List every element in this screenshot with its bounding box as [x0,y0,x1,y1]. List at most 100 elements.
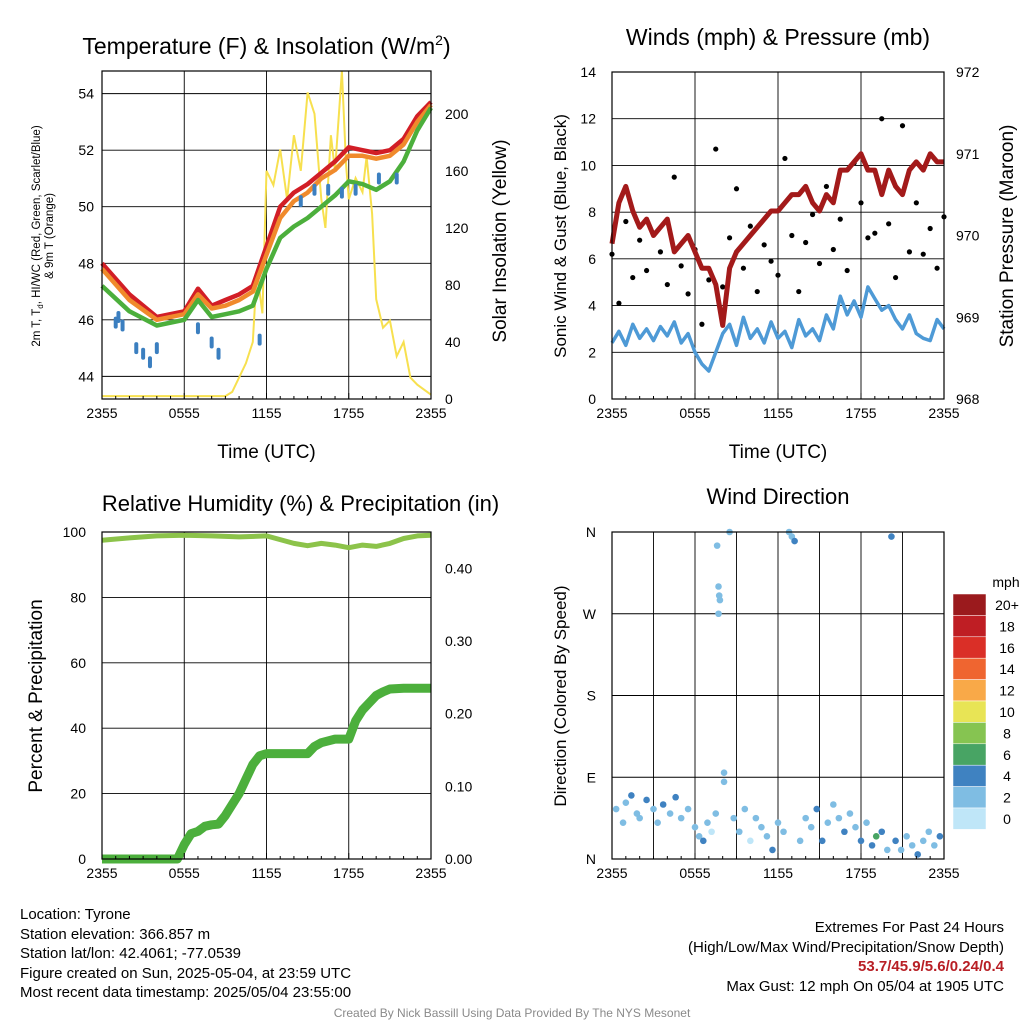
direction-point [715,583,722,590]
pressure-y-tick-label: 972 [956,64,980,80]
precip-y-tick-label: 0.40 [445,560,472,576]
gust-point [920,251,926,257]
precip-y-tick-label: 0.00 [445,851,472,867]
x-tick-label: 0555 [169,405,200,421]
colorbar-swatch [952,764,987,787]
x-tick-label: 1755 [333,405,364,421]
wind-y-tick-label: 10 [580,157,596,173]
direction-point [897,846,905,854]
rh-y-tick-label: 20 [70,786,86,802]
extremes-values: 53.7/45.9/5.6/0.24/0.4 [858,958,1004,975]
pressure-line [609,151,944,328]
precip-y-tick-label: 0.10 [445,778,472,794]
temp-y-tick-label: 50 [78,199,94,215]
wind-y-tick-label: 6 [588,251,596,267]
gust-point [789,232,795,239]
precip-line [102,683,431,864]
extremes-info: Extremes For Past 24 Hours (High/Low/Max… [688,918,1004,996]
direction-y-tick-label: N [586,851,596,867]
colorbar-label: 6 [1003,747,1011,763]
direction-point [735,828,743,836]
gust-point [657,249,664,255]
direction-point [695,832,703,840]
direction-point [931,842,938,849]
station-info: Location: Tyrone Station elevation: 366.… [20,905,351,1003]
station-latlon: Station lat/lon: 42.4061; -77.0539 [20,945,242,962]
direction-point [747,837,754,845]
direction-point [666,810,674,817]
gust-point [754,288,760,295]
direction-point [752,814,760,822]
direction-point [659,801,667,808]
colorbar-swatch [952,743,987,766]
colorbar-label: 4 [1003,768,1011,784]
insolation-y-tick-label: 120 [445,220,469,236]
gust-point [913,200,919,206]
gust-point [809,211,816,218]
direction-point [643,796,650,804]
colorbar-swatch [952,593,987,616]
gust-point [616,300,622,306]
temp-series-line [100,103,433,323]
direction-point [878,828,886,836]
direction-point [730,814,738,822]
gust-point [934,265,940,271]
insolation-y-tick-label: 200 [445,106,469,122]
gust-point [892,274,899,281]
wind-y-tick-label: 0 [588,391,596,407]
wind-y-tick-label: 12 [580,111,596,127]
colorbar-title: mph [992,574,1019,590]
gust-point [796,288,802,295]
direction-point [720,778,728,786]
gust-point [899,123,906,129]
temp-title-superscript: 2 [435,32,443,48]
direction-point [908,842,916,849]
gust-point [713,146,719,152]
gust-point [699,321,705,327]
pressure-y-tick-label: 969 [956,309,980,325]
temp-chart-title: Temperature (F) & Insolation (W/m2) [82,32,450,59]
colorbar-swatch [952,807,987,830]
direction-point [691,823,699,831]
temp-y-label-subscript: d [36,304,45,308]
gust-point [775,272,781,278]
gust-point [886,221,892,227]
direction-point [835,814,843,822]
colorbar-label: 14 [999,661,1015,677]
direction-point [852,823,859,831]
direction-point [868,842,876,849]
direction-point [708,828,715,836]
direction-point [769,846,776,854]
gust-point [879,116,885,122]
direction-point [704,819,711,826]
temp-y-tick-label: 52 [78,142,94,158]
gust-point [643,267,650,274]
gust-point [630,274,636,281]
pressure-y-tick-label: 971 [956,146,980,162]
temp-series-line [100,100,433,320]
rh-line [101,532,432,551]
direction-point [796,837,804,845]
insolation-y-tick-label: 80 [445,277,461,293]
gust-point [865,235,871,241]
sonic-wind-line [610,285,946,373]
x-tick-label: 2355 [928,405,959,421]
direction-point [741,805,749,813]
x-tick-label: 1155 [763,405,793,421]
colorbar-swatch [952,700,987,723]
colorbar-swatch [952,636,987,659]
figure-created: Figure created on Sun, 2025-05-04, at 23… [20,964,352,982]
x-tick-label: 2355 [596,405,627,421]
gust-point [726,235,733,241]
direction-point [612,805,620,813]
direction-y-tick-label: N [586,524,596,540]
precip-y-tick-label: 0.30 [445,633,472,649]
gust-point [823,183,830,190]
direction-point [818,837,826,845]
direction-point [619,819,627,826]
gust-point [685,291,691,297]
x-tick-label: 2355 [415,405,446,421]
direction-point [622,799,630,806]
temp-title-close: ) [443,33,451,59]
